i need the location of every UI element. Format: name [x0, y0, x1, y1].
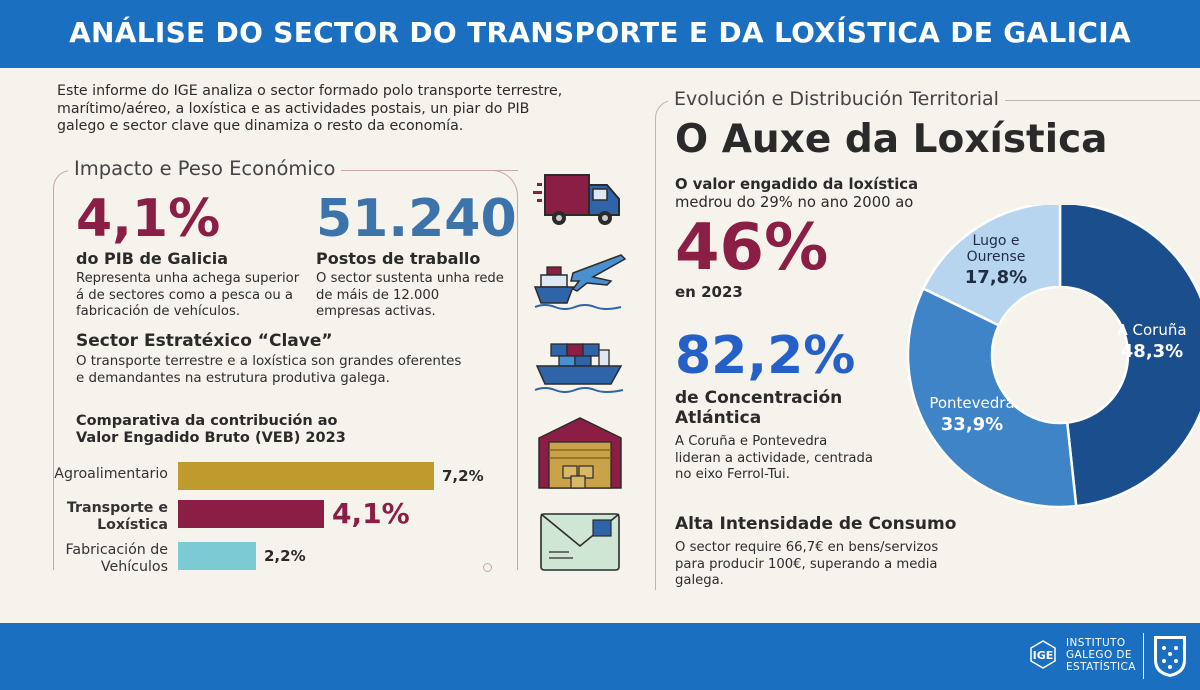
bar-category-label: Fabricación de Vehículos [65, 542, 168, 575]
bar [178, 462, 434, 490]
pib-desc: Representa unha achega superior á de sec… [76, 271, 300, 319]
concentration-desc: A Coruña e Pontevedra lideran a activida… [675, 434, 873, 482]
growth-line2: medrou do 29% no ano 2000 ao [675, 194, 914, 211]
donut-slice [921, 205, 1062, 327]
jobs-label: Postos de traballo [316, 249, 481, 268]
truck-icon [533, 165, 627, 235]
cargo-ship-icon [533, 330, 627, 400]
footer-org-line1: INSTITUTO [1066, 637, 1126, 649]
pib-label: do PIB de Galicia [76, 249, 228, 268]
impact-title: Impacto e Peso Económico [68, 157, 342, 180]
bar [178, 500, 324, 528]
donut-slice-value: 33,9% [941, 414, 1003, 435]
bar [178, 542, 256, 570]
footer-org-line2: GALEGO DE [1066, 649, 1132, 661]
frame-dot [483, 563, 492, 572]
donut-slice-name: A Coruña [1117, 321, 1186, 339]
intro-text: Este informe do IGE analiza o sector for… [57, 83, 563, 134]
footer-org-line3: ESTATÍSTICA [1066, 661, 1136, 673]
jobs-desc: O sector sustenta unha rede de máis de 1… [316, 271, 504, 319]
footer: IGE INSTITUTO GALEGO DE ESTATÍSTICA [0, 623, 1200, 690]
bar-category-label: Transporte e Loxística [66, 500, 168, 533]
concentration-label: de Concentración Atlántica [675, 388, 843, 428]
footer-divider [1143, 633, 1144, 679]
ship-plane-icon [533, 245, 627, 320]
donut-slice-name: Pontevedra [929, 394, 1014, 412]
logistics-title: O Auxe da Loxística [675, 117, 1108, 162]
page-title: ANÁLISE DO SECTOR DO TRANSPORTE E DA LOX… [69, 16, 1131, 49]
donut-slice [906, 286, 1078, 509]
strategic-desc: O transporte terrestre e a loxística son… [76, 354, 462, 386]
donut-slice-name: Lugo e [973, 233, 1020, 249]
header: ANÁLISE DO SECTOR DO TRANSPORTE E DA LOX… [0, 0, 1200, 68]
pib-value: 4,1% [76, 189, 221, 249]
donut-slice-value: 48,3% [1121, 341, 1183, 362]
growth-value: 46% [675, 211, 829, 285]
donut-slice [1058, 205, 1200, 508]
bar-category-label: Agroalimentario [54, 466, 168, 482]
consumo-title: Alta Intensidade de Consumo [675, 514, 957, 534]
consumo-desc: O sector require 66,7€ en bens/servizos … [675, 540, 939, 588]
envelope-icon [533, 508, 627, 578]
ige-logo-icon: IGE [1030, 640, 1056, 669]
growth-line1: O valor engadido da loxística [675, 176, 919, 193]
territorial-donut-chart: A Coruña 48,3% Pontevedra 33,9% Lugo eOurens… [906, 205, 1200, 509]
bar-value-label: 2,2% [264, 547, 306, 565]
svg-text:IGE: IGE [1033, 649, 1054, 662]
warehouse-icon [533, 412, 627, 492]
bar-value-label: 4,1% [332, 497, 410, 530]
donut-slice-value: 17,8% [965, 267, 1027, 288]
bar-value-label: 7,2% [442, 467, 484, 485]
donut-slice-name: Ourense [967, 249, 1026, 265]
strategic-title: Sector Estratéxico “Clave” [76, 331, 333, 351]
evolution-subtitle: Evolución e Distribución Territorial [668, 88, 1005, 110]
jobs-value: 51.240 [316, 189, 517, 249]
growth-year: en 2023 [675, 283, 743, 301]
concentration-value: 82,2% [675, 326, 856, 386]
xunta-shield-icon [1154, 636, 1186, 677]
chart-title: Comparativa da contribución ao Valor Eng… [76, 413, 346, 446]
